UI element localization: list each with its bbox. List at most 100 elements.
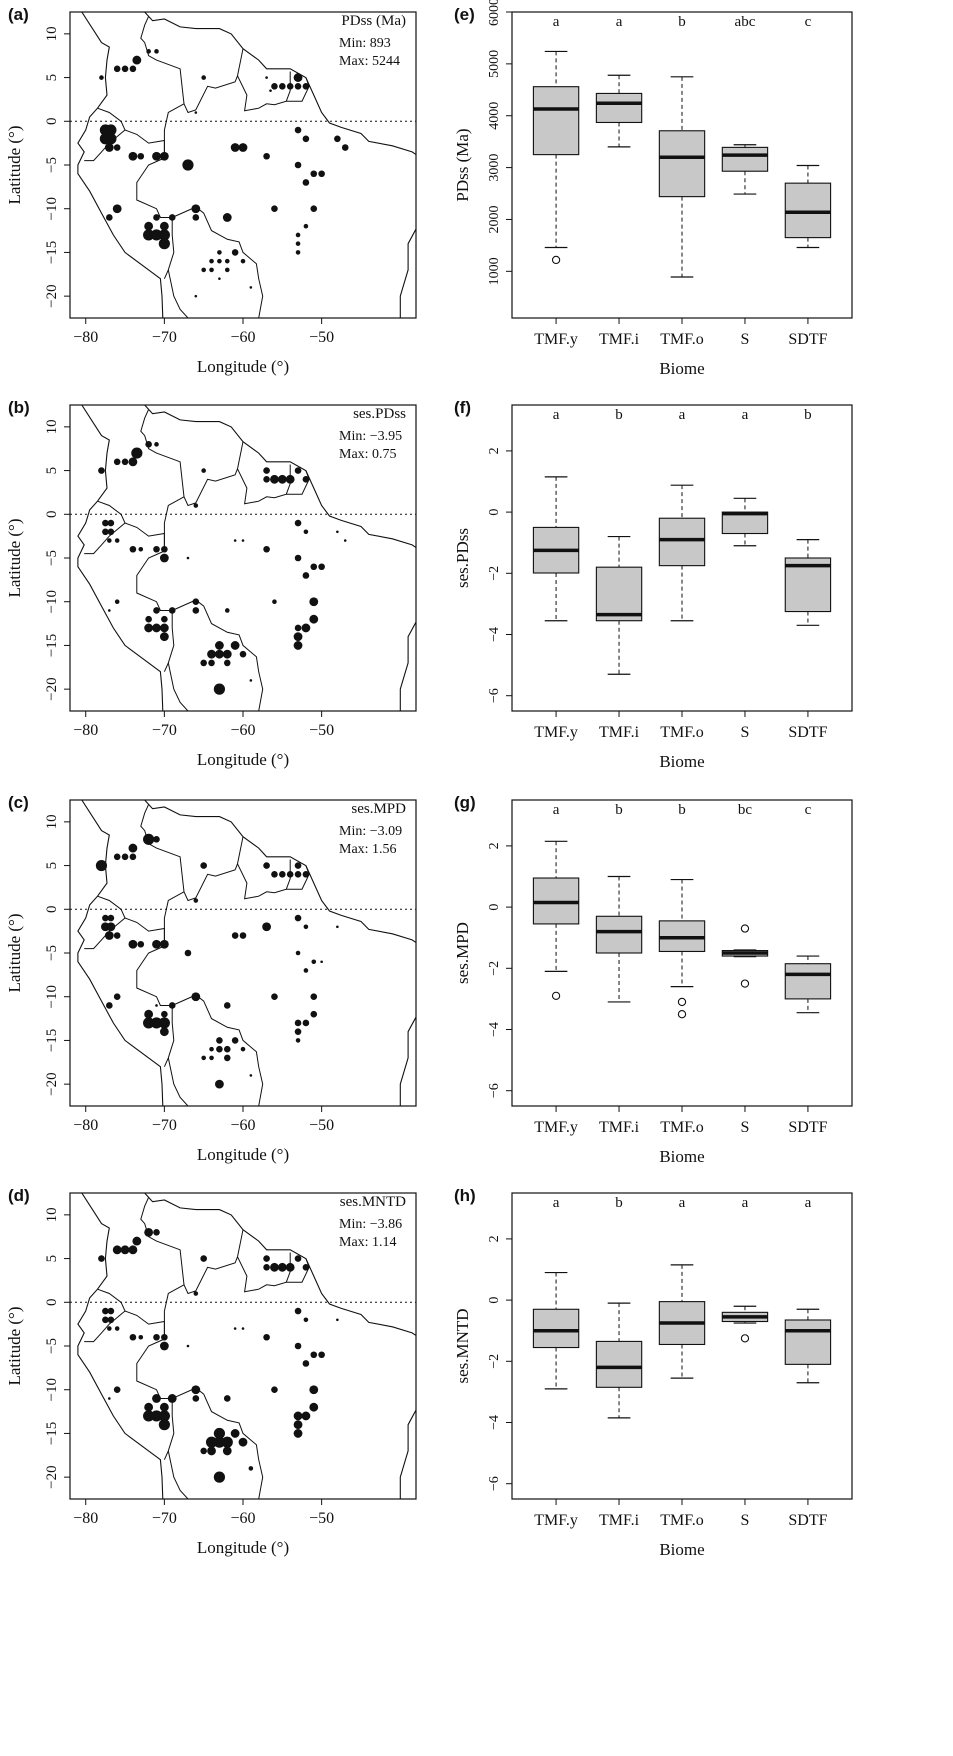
x-axis-label: Biome [659,1540,704,1559]
site-point [128,939,138,949]
site-point [184,949,192,957]
x-axis-label: Longitude (°) [197,1538,289,1557]
site-point [302,135,310,143]
site-point [159,1402,169,1412]
x-tick-label: −50 [309,722,334,739]
box-SDTF: c SDTF [784,14,832,348]
site-point [194,294,198,298]
site-point [263,1333,270,1341]
site-point [201,267,206,273]
outlier-point [740,979,750,988]
site-point [102,528,109,536]
y-tick-label: 10 [44,814,60,829]
significance-letter: a [553,14,560,30]
y-tick-label: −2 [487,961,502,976]
x-tick-label: SDTF [788,1119,827,1136]
site-point [182,159,194,171]
site-point [113,853,121,861]
box-TMF.o: a TMF.o [658,1195,706,1529]
site-point [302,179,310,186]
y-axis-label: Latitude (°) [5,1306,24,1385]
country-border [124,1310,175,1460]
y-tick-label: 4000 [487,102,502,130]
x-tick-label: −60 [230,722,255,739]
y-axis-label: Latitude (°) [5,518,24,597]
site-point [293,73,303,82]
site-point [102,1307,109,1315]
coastline-west [77,1193,164,1499]
site-point [98,1255,105,1262]
significance-letter: bc [738,802,753,818]
site-point [128,843,138,853]
site-point [295,950,301,956]
legend-min: Min: 893 [339,36,391,51]
y-tick-label: −10 [44,590,60,613]
panel-letter: (b) [8,398,30,417]
site-point [150,229,163,241]
country-border [124,129,175,279]
site-point [108,609,111,612]
country-border [171,206,264,318]
y-tick-label: 10 [44,1207,60,1222]
site-point [159,221,169,231]
site-point [293,1411,303,1421]
site-point [318,563,325,571]
x-tick-label: TMF.i [599,1512,640,1529]
site-point [107,1326,112,1331]
panel-letter: (d) [8,1186,30,1205]
y-tick-label: 2000 [487,205,502,233]
y-tick-label: 2 [487,1235,502,1242]
site-point [207,1446,216,1456]
site-point [145,615,152,623]
x-tick-label: TMF.y [534,1512,578,1529]
site-point [201,468,206,473]
significance-letter: a [805,1195,812,1211]
y-tick-label: 3000 [487,154,502,182]
x-tick-label: −70 [152,722,177,739]
site-point [293,641,303,650]
site-point [121,853,129,861]
country-border [237,1252,291,1293]
site-point [207,649,216,659]
significance-letter: a [616,14,623,30]
y-tick-label: −4 [487,1415,502,1430]
iqr-box [595,566,643,622]
site-point [336,925,339,929]
significance-letter: a [553,407,560,423]
site-point [159,623,169,633]
box-TMF.y: a TMF.y [532,802,580,1136]
site-point [263,1255,270,1262]
site-point [121,65,129,73]
site-point [158,1410,170,1422]
site-point [318,170,325,178]
site-point [191,992,201,1002]
coastline-east [144,405,416,711]
site-point [200,1255,207,1262]
outlier-point [677,1010,687,1019]
site-point [309,614,319,624]
country-border [167,1057,189,1106]
x-tick-label: S [741,1512,750,1529]
box-TMF.o: b TMF.o [658,802,706,1136]
site-point [265,76,268,79]
y-tick-label: −15 [44,634,60,657]
iqr-box [784,963,832,1000]
x-tick-label: SDTF [788,724,827,741]
site-point [193,898,199,903]
site-point [152,623,161,633]
x-tick-label: TMF.o [660,724,704,741]
site-point [146,49,151,54]
x-tick-label: TMF.y [534,724,578,741]
site-point [286,83,294,90]
iqr-box [784,182,832,239]
site-point [294,554,302,562]
country-border [163,836,244,946]
site-point [208,659,215,667]
site-point [223,1002,231,1009]
site-point [168,1002,176,1009]
site-point [153,545,160,553]
site-point [152,1394,161,1403]
y-tick-label: 0 [44,1299,60,1307]
site-point [138,1334,144,1340]
